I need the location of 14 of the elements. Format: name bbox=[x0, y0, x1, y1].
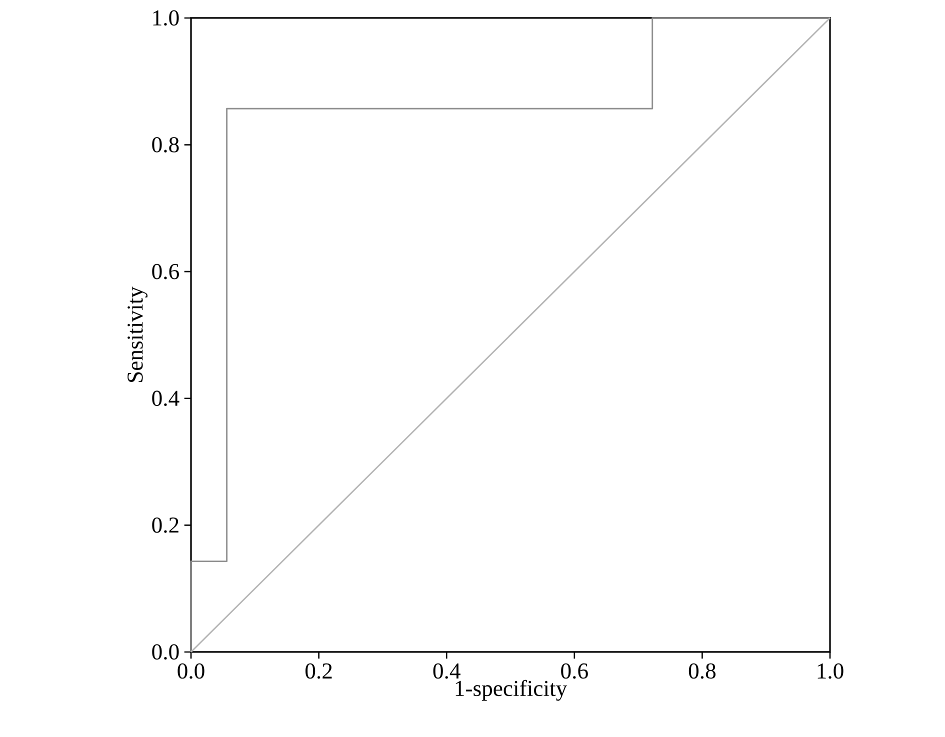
y-tick-label: 0.6 bbox=[152, 264, 179, 280]
y-tick-label: 0.2 bbox=[152, 517, 178, 533]
y-tick-label: 0.4 bbox=[152, 390, 180, 406]
x-tick-label: 0.2 bbox=[306, 663, 332, 679]
y-tick-label: 0.0 bbox=[152, 644, 179, 660]
y-tick-label: 1.0 bbox=[153, 10, 179, 26]
y-axis-title: Sensitivity bbox=[128, 286, 148, 382]
y-tick-label: 0.8 bbox=[152, 137, 179, 152]
x-tick-label: 0.0 bbox=[178, 663, 204, 679]
x-tick-label: 0.4 bbox=[433, 663, 460, 679]
x-axis-title: 1-specificity bbox=[456, 680, 568, 701]
x-tick-label: 0.6 bbox=[561, 663, 588, 679]
x-tick-label: 0.8 bbox=[688, 663, 716, 679]
x-tick-label: 1.0 bbox=[818, 663, 844, 679]
